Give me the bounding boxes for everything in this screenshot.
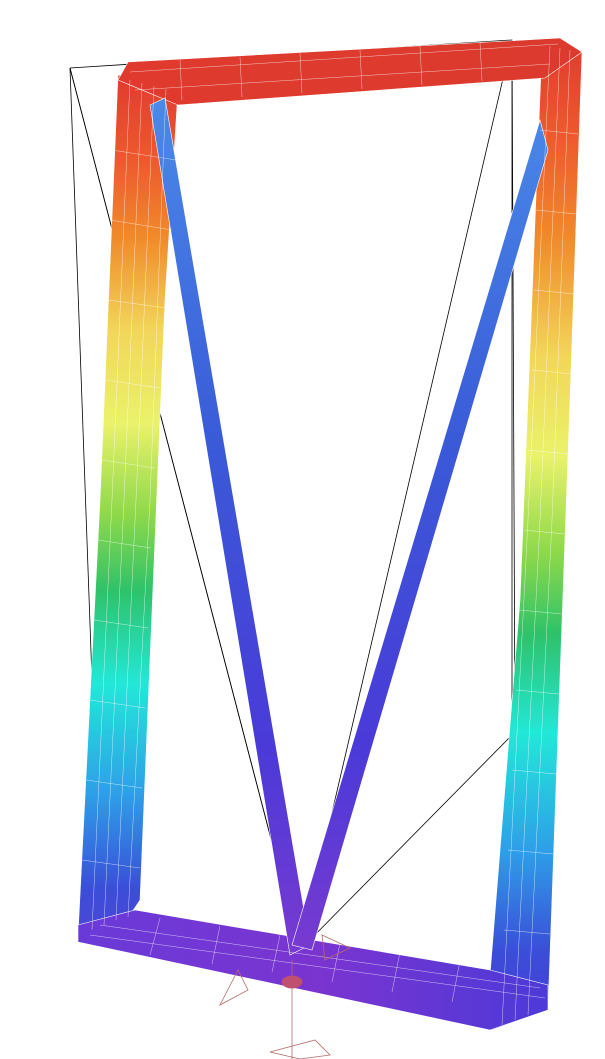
brace-left[interactable] <box>149 97 311 956</box>
support-left-icon <box>219 969 249 1006</box>
support-right-icon <box>321 934 351 961</box>
frame-right-post[interactable] <box>489 44 583 1031</box>
undeformed-diagonal-right <box>299 39 513 951</box>
frame-left-post[interactable] <box>77 74 179 936</box>
support-symbols <box>219 934 351 1059</box>
frame-top-chord[interactable] <box>117 37 583 106</box>
undeformed-diagonal-left <box>69 67 301 951</box>
undeformed-left-post <box>69 67 93 681</box>
frame-bottom-chord[interactable] <box>77 909 549 1031</box>
undeformed-right-post <box>511 39 516 731</box>
brace-right[interactable] <box>291 118 549 951</box>
support-pin-icon <box>281 975 303 989</box>
mesh-lines <box>81 41 579 1026</box>
support-bottom-icon <box>269 1039 331 1059</box>
